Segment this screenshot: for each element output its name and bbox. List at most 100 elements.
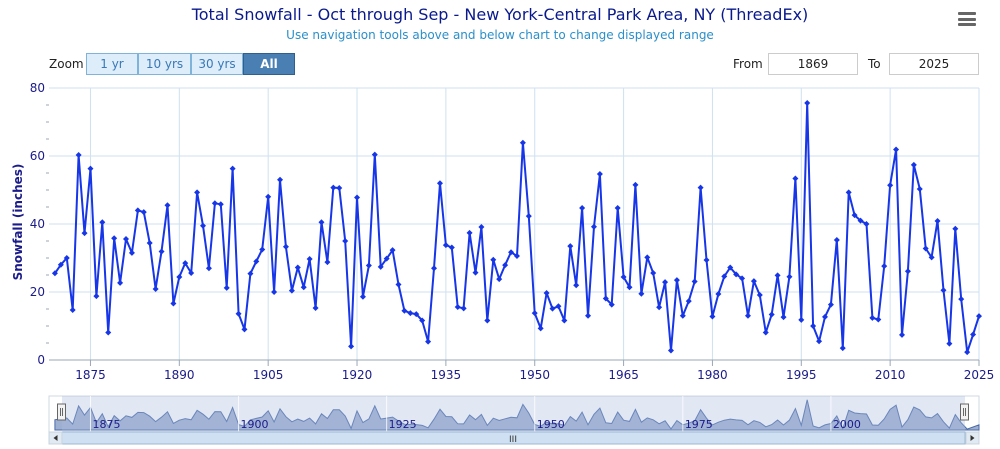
data-point <box>271 289 278 295</box>
data-point <box>602 295 609 302</box>
data-point <box>679 312 686 319</box>
data-point <box>205 265 212 272</box>
hamburger-menu-icon[interactable] <box>958 12 976 26</box>
to-input[interactable]: 2025 <box>889 53 979 75</box>
data-point <box>419 317 426 324</box>
data-point <box>176 274 183 281</box>
data-point <box>508 249 515 256</box>
data-point <box>365 262 372 269</box>
data-point <box>425 338 432 345</box>
data-point <box>709 313 716 320</box>
data-point <box>976 313 982 320</box>
data-point <box>733 271 740 278</box>
data-point <box>673 277 680 284</box>
data-point <box>792 175 799 182</box>
data-point <box>768 311 775 318</box>
data-point <box>105 329 112 336</box>
data-point <box>259 246 266 253</box>
navigator-ticks: 1875 1900 1925 1950 1975 2000 <box>89 396 861 432</box>
data-point <box>703 257 710 264</box>
data-point <box>904 268 911 275</box>
data-point <box>342 238 349 244</box>
data-point <box>407 310 414 317</box>
data-point <box>851 212 858 219</box>
data-point <box>934 217 941 224</box>
data-point <box>436 180 443 187</box>
data-point <box>662 279 669 286</box>
x-tick-label: 1950 <box>519 368 550 382</box>
data-point <box>134 207 141 214</box>
data-point <box>502 262 509 269</box>
y-tick-label: 0 <box>37 353 45 367</box>
data-point <box>123 235 130 242</box>
y-tick-label: 60 <box>30 149 45 163</box>
data-point <box>739 275 746 282</box>
data-point <box>324 259 331 266</box>
navigator-left-handle[interactable] <box>57 403 66 421</box>
data-point <box>117 279 124 286</box>
data-point <box>211 200 218 207</box>
data-point <box>762 329 769 336</box>
data-point <box>869 314 876 321</box>
data-point <box>821 313 828 320</box>
x-tick-label: 1965 <box>608 368 639 382</box>
data-point <box>721 273 728 280</box>
data-point <box>893 146 900 153</box>
data-point <box>282 243 289 250</box>
data-point <box>549 305 556 312</box>
data-point <box>99 219 106 226</box>
data-point <box>330 184 337 191</box>
data-point <box>472 269 479 276</box>
grid-lines <box>46 87 980 366</box>
data-point <box>431 265 438 272</box>
data-point <box>898 331 905 338</box>
scrollbar[interactable]: III <box>48 431 980 445</box>
data-point <box>916 185 923 192</box>
data-point <box>395 281 402 288</box>
data-point <box>875 316 882 323</box>
data-point <box>952 225 959 232</box>
data-point <box>958 296 965 303</box>
x-tick-label: 1905 <box>253 368 284 382</box>
navigator-right-handle[interactable] <box>960 403 969 421</box>
y-axis-title: Snowfall (inches) <box>11 164 25 281</box>
data-point <box>585 312 592 319</box>
zoom-10yrs-button[interactable]: 10 yrs <box>138 53 191 75</box>
data-point <box>300 284 307 291</box>
data-point <box>389 247 396 254</box>
data-point <box>519 139 526 146</box>
data-point <box>928 254 935 261</box>
x-tick-label: 1935 <box>431 368 462 382</box>
from-input[interactable]: 1869 <box>768 53 858 75</box>
data-point <box>128 249 135 256</box>
data-point <box>881 263 888 270</box>
zoom-1yr-button[interactable]: 1 yr <box>86 53 138 75</box>
navigator-tick-label: 1925 <box>389 418 417 431</box>
data-point <box>158 248 165 255</box>
chart-subtitle: Use navigation tools above and below cha… <box>286 28 714 42</box>
data-point <box>816 338 823 345</box>
navigator-selection[interactable] <box>62 396 965 432</box>
navigator-tick-label: 1875 <box>92 418 120 431</box>
data-point <box>484 317 491 324</box>
zoom-30yrs-button[interactable]: 30 yrs <box>191 53 243 75</box>
y-tick-label: 20 <box>30 285 45 299</box>
data-point <box>744 312 751 319</box>
data-point <box>235 310 242 317</box>
x-tick-label: 1890 <box>164 368 195 382</box>
data-point <box>573 282 580 289</box>
data-point <box>359 293 366 300</box>
data-point <box>383 255 390 262</box>
data-point <box>810 323 817 329</box>
data-point <box>194 189 201 196</box>
chevron-right-icon <box>970 435 975 441</box>
data-point <box>81 230 88 237</box>
data-point <box>200 222 207 229</box>
y-tick-label: 80 <box>30 81 45 95</box>
zoom-all-button[interactable]: All <box>243 53 295 75</box>
x-axis-ticks: 1875 1890 1905 1920 1935 1950 1965 1980 1995 2010… <box>75 368 994 382</box>
data-point <box>448 244 455 251</box>
data-point <box>839 345 846 352</box>
data-point <box>922 245 929 252</box>
chart-title: Total Snowfall - Oct through Sep - New Y… <box>191 5 809 24</box>
